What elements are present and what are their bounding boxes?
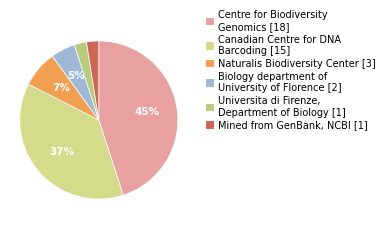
Legend: Centre for Biodiversity
Genomics [18], Canadian Centre for DNA
Barcoding [15], N: Centre for Biodiversity Genomics [18], C… <box>206 10 376 130</box>
Wedge shape <box>74 42 99 120</box>
Wedge shape <box>86 41 99 120</box>
Text: 5%: 5% <box>68 71 86 81</box>
Wedge shape <box>28 56 99 120</box>
Text: 37%: 37% <box>49 147 74 157</box>
Wedge shape <box>99 41 178 195</box>
Text: 7%: 7% <box>52 83 70 93</box>
Wedge shape <box>20 84 123 199</box>
Wedge shape <box>52 45 99 120</box>
Text: 45%: 45% <box>135 107 160 117</box>
